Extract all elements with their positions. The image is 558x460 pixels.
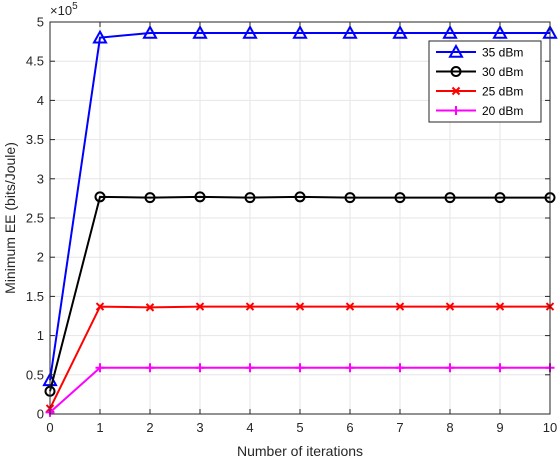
x-tick-label: 4: [246, 420, 253, 435]
y-tick-label: 0.5: [26, 367, 44, 382]
x-axis-label: Number of iterations: [237, 443, 363, 459]
data-point-25-dbm: [95, 302, 105, 311]
x-tick-label: 9: [496, 420, 503, 435]
data-point-35-dbm: [342, 24, 358, 39]
data-point-20-dbm: [395, 363, 405, 373]
x-tick-label: 3: [196, 420, 203, 435]
y-axis-label: Minimum EE (bits/Joule): [2, 142, 18, 294]
data-point-20-dbm: [495, 363, 505, 373]
data-point-20-dbm: [145, 363, 155, 373]
x-tick-label: 10: [543, 420, 557, 435]
data-point-20-dbm: [95, 363, 105, 373]
legend-label-20-dbm: 20 dBm: [482, 104, 523, 118]
data-point-25-dbm: [495, 302, 505, 311]
series-line-35-dbm: [49, 31, 550, 381]
legend-label-35-dbm: 35 dBm: [482, 46, 523, 60]
data-point-25-dbm: [445, 302, 455, 311]
y-tick-label: 1: [37, 328, 44, 343]
data-point-20-dbm: [245, 363, 255, 373]
y-exponent-base: ×10: [50, 3, 72, 18]
data-point-35-dbm: [392, 24, 408, 39]
data-point-35-dbm: [442, 24, 458, 39]
data-point-25-dbm: [295, 302, 305, 311]
y-tick-label: 3.5: [26, 132, 44, 147]
data-point-25-dbm: [195, 302, 205, 311]
data-point-30-dbm: [344, 192, 356, 204]
legend-label-25-dbm: 25 dBm: [482, 85, 523, 99]
y-tick-label: 1.5: [26, 289, 44, 304]
data-point-20-dbm: [445, 363, 455, 373]
y-tick-label: 4: [37, 93, 44, 108]
data-point-25-dbm: [395, 302, 405, 311]
x-tick-label: 8: [446, 420, 453, 435]
y-tick-label: 2: [37, 250, 44, 265]
x-tick-label: 7: [396, 420, 403, 435]
series-25-dbm: [45, 302, 555, 413]
data-point-30-dbm: [294, 191, 306, 203]
series-35-dbm: [42, 24, 558, 387]
legend-marker-25-dbm: [451, 86, 461, 96]
data-point-35-dbm: [192, 24, 208, 39]
data-point-20-dbm: [295, 363, 305, 373]
legend-marker-35-dbm: [448, 43, 464, 58]
data-point-35-dbm: [242, 24, 258, 39]
legend-label-30-dbm: 30 dBm: [482, 65, 523, 79]
series-line-30-dbm: [49, 195, 550, 392]
data-point-35-dbm: [492, 24, 508, 39]
x-tick-label: 1: [96, 420, 103, 435]
data-point-35-dbm: [142, 24, 158, 39]
data-point-35-dbm: [92, 29, 108, 44]
y-tick-label: 5: [37, 15, 44, 30]
y-tick-label: 3: [37, 171, 44, 186]
series-20-dbm: [45, 363, 555, 417]
data-point-25-dbm: [345, 302, 355, 311]
legend-box: [428, 40, 542, 123]
axis-ticks: 0 1 2 3 4 5 6 7 8 9 10 0 0.5 1 1.5 2 2.5 3 3.5 4 4.5 5: [26, 15, 557, 436]
data-point-20-dbm: [345, 363, 355, 373]
data-point-20-dbm: [195, 363, 205, 373]
legend: 35 dBm 30 dBm 25 dBm 20 dBm: [428, 40, 542, 123]
x-tick-label: 6: [346, 420, 353, 435]
x-tick-label: 2: [146, 420, 153, 435]
data-point-30-dbm: [94, 191, 106, 203]
y-exponent-power: 5: [72, 1, 78, 12]
data-point-35-dbm: [292, 24, 308, 39]
data-point-30-dbm: [394, 192, 406, 204]
y-tick-label: 2.5: [26, 211, 44, 226]
y-tick-label: 0: [37, 407, 44, 422]
y-exponent-label: ×105: [50, 1, 78, 18]
data-point-25-dbm: [145, 303, 155, 312]
data-point-30-dbm: [444, 192, 456, 204]
y-tick-label: 4.5: [26, 54, 44, 69]
data-point-30-dbm: [144, 192, 156, 204]
data-point-30-dbm: [494, 192, 506, 204]
legend-marker-20-dbm: [451, 106, 461, 115]
x-tick-label: 0: [46, 420, 53, 435]
data-point-30-dbm: [194, 191, 206, 203]
data-point-25-dbm: [245, 302, 255, 311]
x-tick-label: 5: [296, 420, 303, 435]
legend-marker-30-dbm: [450, 66, 462, 77]
data-point-30-dbm: [244, 192, 256, 204]
